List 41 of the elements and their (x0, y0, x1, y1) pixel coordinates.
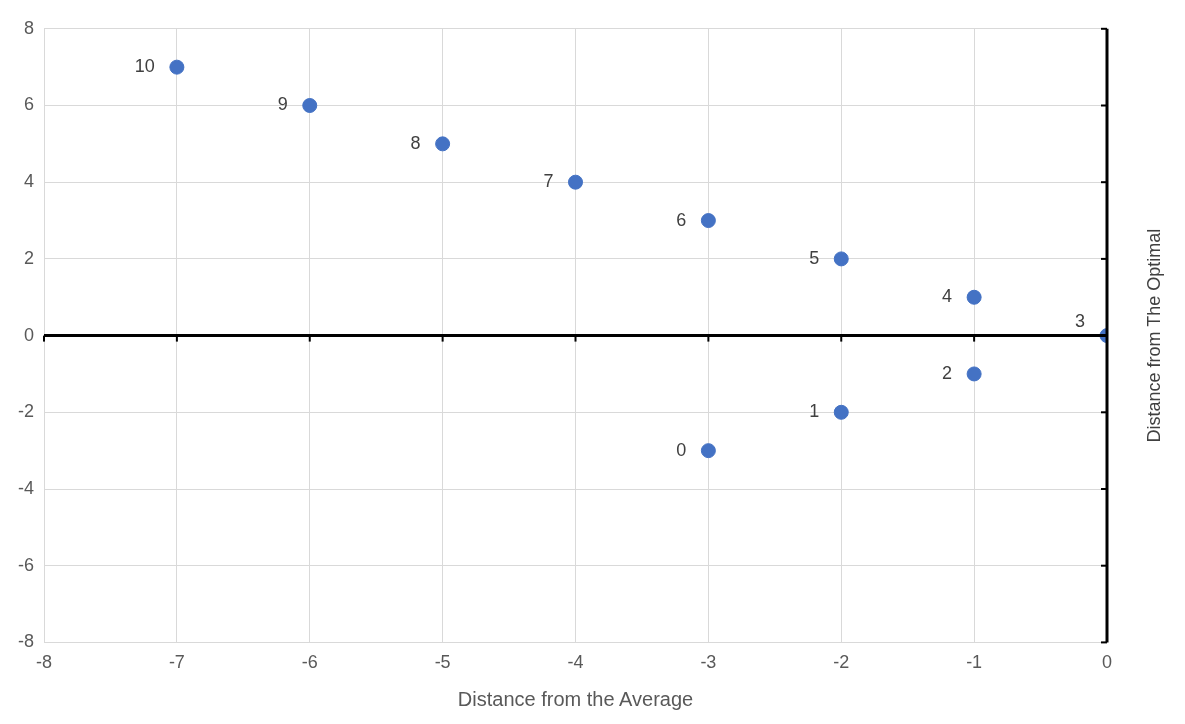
x-tick-label: -2 (833, 652, 850, 673)
y-tick-label: -6 (17, 554, 34, 575)
x-tick-label: 0 (1101, 652, 1113, 673)
point (568, 174, 583, 190)
annotation: 6 (676, 209, 687, 230)
y-tick-label: 8 (23, 17, 34, 38)
point (833, 251, 849, 267)
point (302, 98, 318, 113)
y-axis-title: Distance from The Optimal (1143, 228, 1164, 443)
annotation: 9 (277, 94, 288, 115)
x-tick-label: -1 (966, 652, 983, 673)
y-tick-label: -8 (17, 631, 34, 652)
y-tick-label: -2 (17, 401, 34, 422)
point (833, 404, 849, 420)
point (435, 136, 451, 152)
y-tick-label: 2 (23, 247, 34, 268)
x-tick-label: -3 (700, 652, 717, 673)
annotation: 8 (410, 132, 421, 153)
x-tick-label: -4 (567, 652, 584, 673)
annotation: 10 (134, 56, 155, 77)
annotation: 3 (1074, 310, 1085, 331)
point (966, 366, 982, 382)
y-tick-label: 6 (23, 94, 34, 115)
annotation: 7 (543, 171, 554, 192)
point (700, 443, 716, 459)
point (700, 213, 716, 229)
annotation: 2 (942, 362, 953, 383)
point (966, 289, 982, 305)
y-tick-label: 4 (23, 171, 34, 192)
annotation: 5 (809, 247, 820, 268)
annotation: 4 (942, 286, 953, 307)
x-axis-title: Distance from the Average (457, 687, 694, 710)
y-tick-label: 0 (23, 324, 34, 345)
y-tick-label: -4 (17, 477, 34, 498)
annotation: 0 (676, 439, 687, 460)
x-tick-label: -8 (36, 652, 53, 673)
x-tick-label: -6 (301, 652, 318, 673)
annotation: 1 (809, 401, 820, 422)
x-tick-label: -7 (168, 652, 185, 673)
x-tick-label: -5 (434, 652, 451, 673)
point (169, 59, 185, 75)
